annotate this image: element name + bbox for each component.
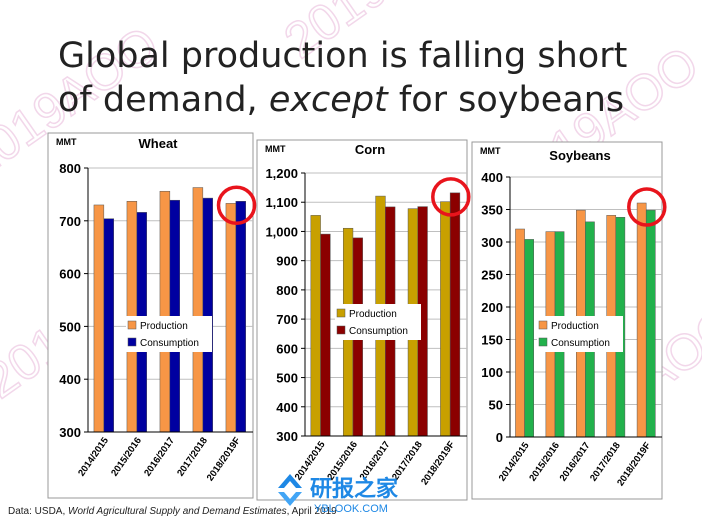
y-axis-unit-label: MMT [265, 144, 286, 154]
y-tick-label: 500 [59, 319, 81, 334]
y-axis-unit-label: MMT [56, 137, 77, 147]
bar-consumption-2014-2015 [524, 239, 534, 438]
bar-production-2014-2015 [515, 228, 525, 438]
logo-text: 研报之家 [310, 476, 399, 502]
chart-frame [47, 132, 254, 499]
legend-box [537, 316, 623, 352]
bar-production-2014-2015 [310, 215, 321, 437]
bar-consumption-2014-2015 [103, 218, 114, 433]
legend-label: Consumption [140, 338, 199, 349]
title-line-1: Global production is falling short [58, 36, 628, 76]
legend-label: Consumption [551, 338, 610, 349]
y-tick-label: 1,100 [265, 195, 298, 210]
y-tick-label: 100 [481, 365, 503, 380]
highlight-circle [627, 187, 667, 227]
y-tick-label: 250 [481, 268, 503, 283]
y-tick-label: 1,000 [265, 224, 298, 239]
y-tick-label: 300 [276, 429, 298, 444]
chart-wheat: WheatMMT3004005006007008002014/20152015/… [47, 132, 257, 499]
y-tick-label: 800 [276, 283, 298, 298]
legend-label: Production [551, 321, 599, 332]
legend-swatch [538, 320, 548, 330]
y-tick-label: 400 [276, 400, 298, 415]
y-tick-label: 900 [276, 254, 298, 269]
source-prefix: Data: USDA, [8, 506, 69, 517]
bar-consumption-2018-2019F [235, 201, 246, 433]
chart-title: Corn [355, 142, 385, 157]
source-report-title: World Agricultural Supply and Demand Est… [68, 506, 287, 517]
bar-production-2018-2019F [440, 201, 451, 437]
source-note: Data: USDA, World Agricultural Supply an… [8, 506, 337, 517]
bar-consumption-2018-2019F [645, 209, 656, 438]
legend-swatch [538, 337, 548, 347]
title-line-2-part-a: of demand, [58, 80, 269, 120]
y-tick-label: 1,200 [265, 166, 298, 181]
slide-title: Global production is falling short of de… [58, 34, 678, 122]
legend-box [335, 304, 421, 340]
chart-soybeans: SoybeansMMT0501001502002503003504002014/… [471, 141, 667, 500]
legend-label: Production [349, 309, 397, 320]
legend: Production Consumption [335, 304, 421, 340]
y-tick-label: 150 [481, 333, 503, 348]
y-axis-unit-label: MMT [480, 146, 501, 156]
y-tick-label: 400 [59, 372, 81, 387]
y-tick-label: 700 [276, 312, 298, 327]
bar-production-2018-2019F [225, 203, 237, 433]
legend-box [126, 316, 212, 352]
y-tick-label: 400 [481, 170, 503, 185]
bar-consumption-2014-2015 [320, 233, 331, 437]
y-tick-label: 200 [481, 300, 503, 315]
y-tick-label: 50 [489, 398, 503, 413]
legend-swatch [336, 308, 346, 318]
y-tick-label: 500 [276, 371, 298, 386]
y-tick-label: 300 [59, 425, 81, 440]
bar-consumption-2017-2018 [202, 197, 213, 433]
title-line-2: of demand, except for soybeans [58, 78, 678, 122]
chart-title: Soybeans [549, 148, 610, 163]
legend: Production Consumption [537, 316, 623, 352]
logo-url: YBLOOK.COM [314, 503, 388, 515]
y-tick-label: 0 [496, 430, 503, 445]
bar-consumption-2018-2019F [449, 192, 461, 437]
bar-production-2017-2018 [192, 187, 204, 433]
title-emphasis: except [268, 80, 388, 120]
bar-production-2018-2019F [636, 202, 647, 438]
y-tick-label: 300 [481, 235, 503, 250]
chart-title: Wheat [139, 136, 179, 151]
legend-swatch [127, 337, 137, 347]
y-tick-label: 600 [276, 341, 298, 356]
logo-mark-icon [278, 474, 302, 506]
chart-corn: Corn MMT 300 400 500 600 700 800 900 1,000 1,100 1,… [256, 139, 471, 501]
source-suffix: , April 2019 [286, 506, 337, 517]
legend-swatch [127, 320, 137, 330]
bar-production-2014-2015 [93, 204, 105, 433]
y-tick-label: 800 [59, 161, 81, 176]
y-tick-label: 700 [59, 214, 81, 229]
legend-label: Consumption [349, 326, 408, 337]
bar-production-2016-2017 [159, 190, 171, 433]
title-line-2-part-b: for soybeans [387, 80, 625, 120]
highlight-circle [431, 177, 471, 217]
y-tick-label: 600 [59, 267, 81, 282]
legend-label: Production [140, 321, 188, 332]
y-tick-label: 350 [481, 203, 503, 218]
legend: Production Consumption [126, 316, 212, 352]
site-logo: 研报之家 YBLOOK.COM [278, 474, 399, 515]
highlight-circle [216, 185, 257, 226]
legend-swatch [336, 325, 346, 335]
